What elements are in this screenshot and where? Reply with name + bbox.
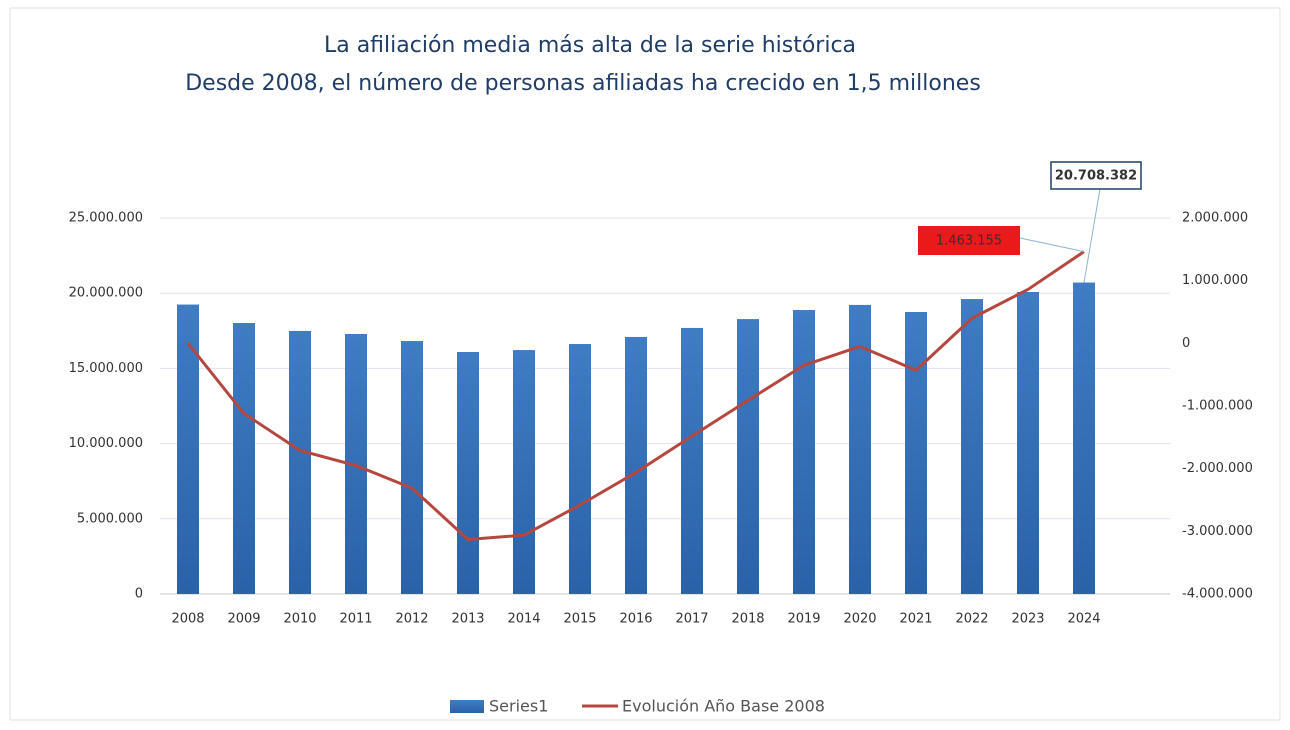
- x-tick-label: 2014: [507, 612, 540, 627]
- y2-tick-label: 1.000.000: [1182, 273, 1248, 288]
- bar: [961, 299, 983, 594]
- x-tick-label: 2020: [843, 612, 876, 627]
- x-tick-label: 2013: [451, 612, 484, 627]
- bar: [345, 333, 367, 594]
- bar: [737, 319, 759, 594]
- x-tick-label: 2011: [339, 612, 372, 627]
- bar: [177, 304, 199, 594]
- x-tick-label: 2008: [171, 612, 204, 627]
- bar: [625, 336, 647, 594]
- x-tick-label: 2023: [1011, 612, 1044, 627]
- x-tick-label: 2022: [955, 612, 988, 627]
- leader-line: [1019, 237, 1085, 253]
- line: [186, 250, 1085, 541]
- x-tick-label: 2024: [1067, 612, 1100, 627]
- y2-tick-label: -4.000.000: [1182, 587, 1253, 602]
- leader-line: [1083, 188, 1101, 283]
- bar: [905, 312, 927, 594]
- bar: [289, 330, 311, 594]
- data-label: 20.708.382: [1055, 169, 1137, 184]
- y2-tick-label: -1.000.000: [1182, 399, 1253, 414]
- y-tick-label: 20.000.000: [69, 286, 143, 301]
- x-tick-label: 2019: [787, 612, 820, 627]
- y-tick-label: 5.000.000: [77, 511, 143, 526]
- y-tick-label: 15.000.000: [69, 361, 143, 376]
- bar: [401, 341, 423, 594]
- x-tick-label: 2018: [731, 612, 764, 627]
- x-tick-label: 2016: [619, 612, 652, 627]
- label-box: [1050, 161, 1142, 190]
- bar: [849, 304, 871, 594]
- bar: [569, 344, 591, 594]
- bar: [457, 352, 479, 594]
- bar: [513, 350, 535, 594]
- legend-label: Evolución Año Base 2008: [622, 697, 825, 716]
- bar: [681, 327, 703, 594]
- y2-tick-label: 2.000.000: [1182, 211, 1248, 226]
- label-box: [918, 226, 1020, 255]
- legend-label: Series1: [489, 697, 548, 716]
- chart-title: La afiliación media más alta de la serie…: [324, 33, 856, 58]
- y-tick-label: 25.000.000: [69, 211, 143, 226]
- x-tick-label: 2017: [675, 612, 708, 627]
- y2-tick-label: -3.000.000: [1182, 524, 1253, 539]
- y2-tick-label: 0: [1182, 336, 1190, 351]
- bar: [233, 322, 255, 594]
- bar: [1073, 282, 1095, 594]
- x-tick-label: 2021: [899, 612, 932, 627]
- x-tick-label: 2015: [563, 612, 596, 627]
- bar: [793, 310, 815, 594]
- x-tick-label: 2009: [227, 612, 260, 627]
- y2-tick-label: -2.000.000: [1182, 461, 1253, 476]
- y-tick-label: 0: [135, 587, 143, 602]
- legend-swatch: [450, 700, 484, 713]
- x-tick-label: 2012: [395, 612, 428, 627]
- data-label: 1.463.155: [936, 234, 1002, 249]
- chart-subtitle: Desde 2008, el número de personas afilia…: [185, 71, 981, 96]
- y-tick-label: 10.000.000: [69, 436, 143, 451]
- bar: [1017, 291, 1039, 594]
- x-tick-label: 2010: [283, 612, 316, 627]
